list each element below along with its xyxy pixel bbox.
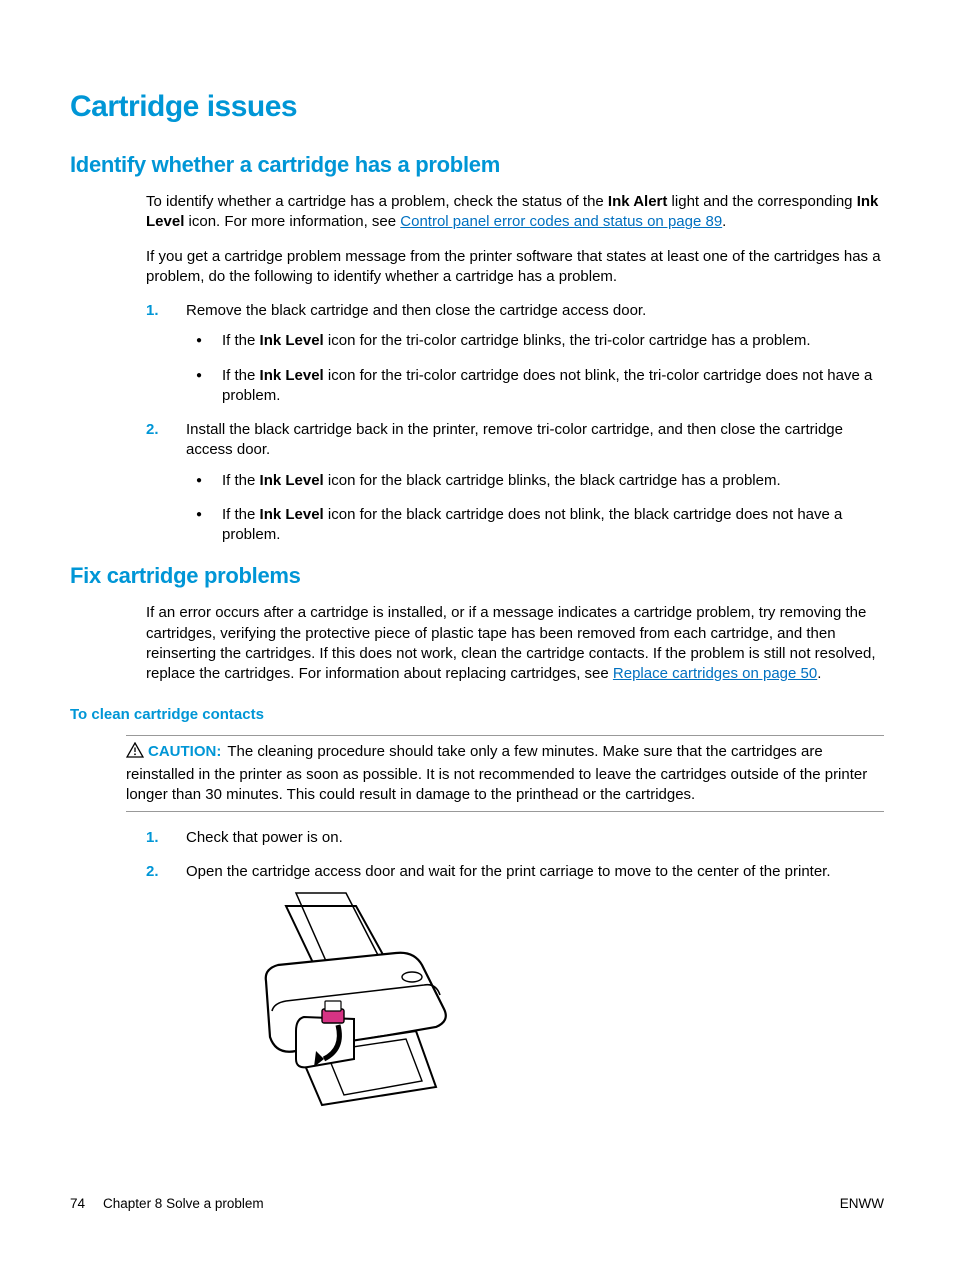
page-footer: 74 Chapter 8 Solve a problem ENWW [70,1196,884,1211]
text: If the [222,367,260,384]
step-1: 1. Remove the black cartridge and then c… [146,301,884,406]
caution-icon [126,742,144,764]
bullet: If the Ink Level icon for the tri-color … [186,366,884,407]
bullet: If the Ink Level icon for the black cart… [186,471,884,491]
section2-steps: 1. Check that power is on. 2. Open the c… [146,828,884,1111]
step-text: Remove the black cartridge and then clos… [186,302,646,319]
text: . [722,213,726,230]
step-number: 2. [146,420,159,440]
section1-steps: 1. Remove the black cartridge and then c… [146,301,884,545]
step-2: 2. Open the cartridge access door and wa… [146,862,884,1110]
footer-left: 74 Chapter 8 Solve a problem [70,1196,264,1211]
step-number: 2. [146,862,159,882]
bold-ink-level: Ink Level [260,506,324,523]
subheading-clean-contacts: To clean cartridge contacts [70,706,884,723]
text: icon for the tri-color cartridge blinks,… [324,332,811,349]
section-fix-heading: Fix cartridge problems [70,563,884,589]
caution-box: CAUTION:The cleaning procedure should ta… [126,735,884,812]
bullet: If the Ink Level icon for the tri-color … [186,331,884,351]
page-title: Cartridge issues [70,90,884,124]
text: If the [222,472,260,489]
text: icon for the black cartridge blinks, the… [324,472,781,489]
step-number: 1. [146,828,159,848]
section1-p1: To identify whether a cartridge has a pr… [146,192,884,233]
step-1: 1. Check that power is on. [146,828,884,848]
caution-label: CAUTION: [148,743,221,760]
section2-p1: If an error occurs after a cartridge is … [146,603,884,684]
link-replace-cartridges[interactable]: Replace cartridges on page 50 [613,665,817,682]
step-number: 1. [146,301,159,321]
step2-bullets: If the Ink Level icon for the black cart… [186,471,884,546]
text: light and the corresponding [667,193,856,210]
page-number: 74 [70,1196,85,1211]
step-text: Install the black cartridge back in the … [186,421,843,458]
section2-body: If an error occurs after a cartridge is … [146,603,884,684]
section1-body: To identify whether a cartridge has a pr… [146,192,884,545]
step-2: 2. Install the black cartridge back in t… [146,420,884,545]
page: Cartridge issues Identify whether a cart… [0,0,954,1271]
text: To identify whether a cartridge has a pr… [146,193,608,210]
text: If the [222,506,260,523]
printer-figure [226,891,466,1111]
section-identify-heading: Identify whether a cartridge has a probl… [70,152,884,178]
caution-text: The cleaning procedure should take only … [126,743,867,803]
step-text: Open the cartridge access door and wait … [186,863,831,880]
text: . [817,665,821,682]
footer-right: ENWW [840,1196,884,1211]
text: icon. For more information, see [184,213,400,230]
bold-ink-alert: Ink Alert [608,193,667,210]
link-control-panel-errors[interactable]: Control panel error codes and status on … [400,213,722,230]
text: If the [222,332,260,349]
bullet: If the Ink Level icon for the black cart… [186,505,884,546]
bold-ink-level: Ink Level [260,367,324,384]
bold-ink-level: Ink Level [260,332,324,349]
section1-p2: If you get a cartridge problem message f… [146,247,884,288]
bold-ink-level: Ink Level [260,472,324,489]
chapter-label: Chapter 8 Solve a problem [103,1196,264,1211]
step1-bullets: If the Ink Level icon for the tri-color … [186,331,884,406]
step-text: Check that power is on. [186,829,343,846]
